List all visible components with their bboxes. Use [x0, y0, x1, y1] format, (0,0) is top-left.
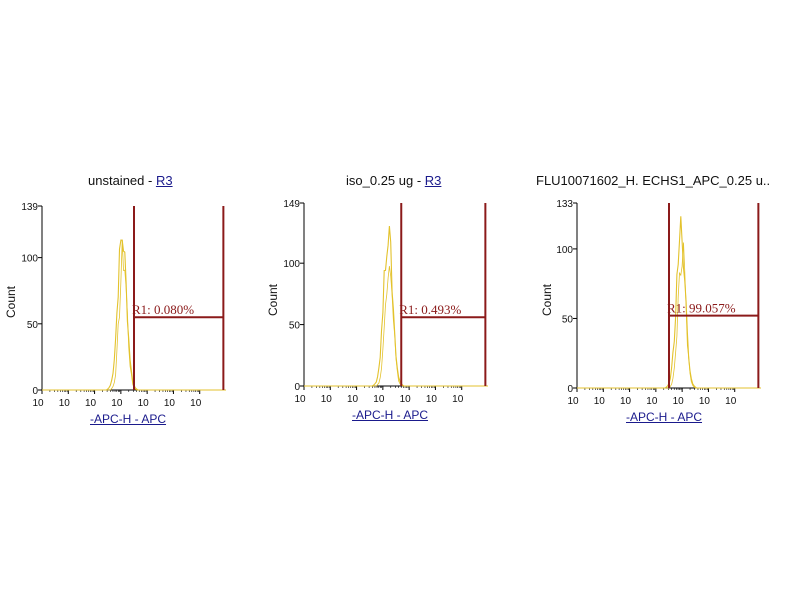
y-tick-label: 0: [567, 384, 573, 395]
plot-area: 0 50 100 139 10 10 10 10 10 10 10 R1: 0.080%: [21, 202, 226, 409]
x-tick-label: 10: [321, 394, 333, 405]
y-tick-label: 133: [556, 199, 573, 210]
x-axis-label: -APC-H - APC: [352, 408, 429, 422]
y-tick-label: 50: [289, 321, 301, 332]
x-tick-label: 10: [59, 398, 71, 409]
x-tick-label: 10: [594, 396, 606, 407]
y-tick-label: 139: [21, 202, 38, 213]
x-tick-label: 10: [567, 396, 579, 407]
gate-label: R1: 0.493%: [399, 302, 461, 317]
histogram-panel-unstained: unstained - R3 Count 0 50 100 139 10 10 10 10 10…: [0, 160, 260, 440]
x-tick-label: 10: [85, 398, 97, 409]
y-tick-label: 100: [21, 254, 38, 265]
x-tick-label: 10: [725, 396, 737, 407]
histogram-panel-echs1: FLU10071602_H. ECHS1_APC_0.25 u.. Count …: [530, 160, 800, 440]
x-axis-label: -APC-H - APC: [90, 412, 167, 426]
x-tick-label: 10: [347, 394, 359, 405]
panel-title: iso_0.25 ug - R3: [346, 173, 441, 188]
x-tick-label: 10: [373, 394, 385, 405]
gate-label: R1: 0.080%: [132, 302, 194, 317]
y-tick-label: 50: [562, 314, 574, 325]
x-tick-label: 10: [32, 398, 44, 409]
y-tick-label: 100: [283, 259, 300, 270]
x-tick-label: 10: [138, 398, 150, 409]
x-axis-label: -APC-H - APC: [626, 410, 703, 424]
histogram-trace-inner: [304, 265, 488, 387]
title-text: iso_0.25 ug -: [346, 173, 425, 188]
y-tick-label: 149: [283, 199, 300, 210]
title-text: unstained -: [88, 173, 156, 188]
x-tick-label: 10: [452, 394, 464, 405]
x-tick-label: 10: [699, 396, 711, 407]
panel-title: unstained - R3: [88, 173, 173, 188]
x-tick-label: 10: [164, 398, 176, 409]
x-tick-label: 10: [294, 394, 306, 405]
histogram-panel-isotype: iso_0.25 ug - R3 Count 0 50 100 149 10 10 10 10…: [262, 160, 532, 440]
x-tick-label: 10: [400, 394, 412, 405]
x-tick-label: 10: [646, 396, 658, 407]
panel-title: FLU10071602_H. ECHS1_APC_0.25 u..: [536, 173, 770, 188]
plot-area: 0 50 100 133 10 10 10 10 10 10 10 R1: 99.057%: [556, 199, 761, 407]
y-tick-label: 0: [32, 386, 38, 397]
x-tick-label: 10: [426, 394, 438, 405]
x-tick-label: 10: [673, 396, 685, 407]
y-tick-label: 0: [294, 382, 300, 393]
x-tick-label: 10: [620, 396, 632, 407]
y-tick-label: 100: [556, 245, 573, 256]
title-link-r3[interactable]: R3: [155, 173, 173, 188]
y-tick-label: 50: [27, 320, 39, 331]
title-text: FLU10071602_H. ECHS1_APC_0.25 u..: [536, 173, 771, 188]
x-tick-label: 10: [190, 398, 202, 409]
title-link-r3[interactable]: R3: [424, 173, 442, 188]
plot-area: 0 50 100 149 10 10 10 10 10 10 10 R1: 0.493%: [283, 199, 488, 405]
x-tick-label: 10: [111, 398, 123, 409]
gate-label: R1: 99.057%: [667, 301, 736, 316]
